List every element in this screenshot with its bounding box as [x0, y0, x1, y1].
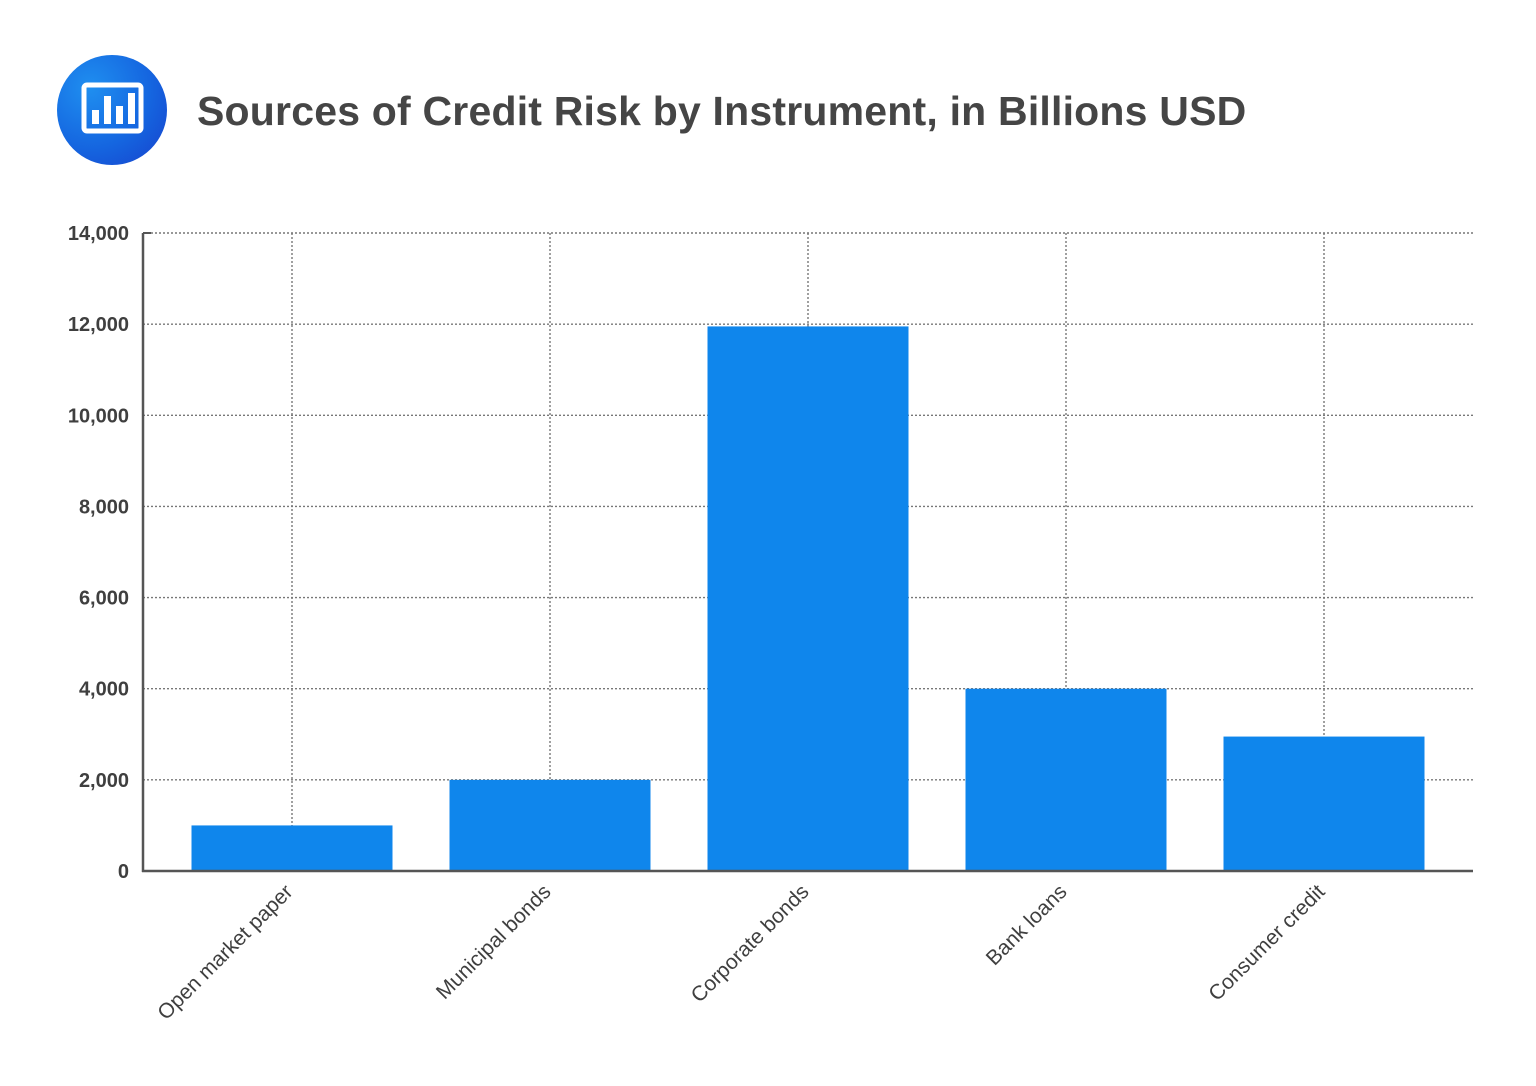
x-tick-label: Open market paper: [153, 880, 297, 1024]
axes: [141, 232, 1473, 873]
y-tick-label: 8,000: [79, 496, 129, 518]
bar-chart-icon: [81, 82, 144, 134]
y-tick-label: 4,000: [79, 679, 129, 701]
x-tick-label: Consumer credit: [1204, 880, 1329, 1005]
chart-title: Sources of Credit Risk by Instrument, in…: [197, 88, 1247, 134]
bar-corporate-bonds: [707, 326, 909, 872]
y-tick-label: 2,000: [79, 770, 129, 792]
y-tick-label: 0: [118, 861, 129, 883]
bars: [191, 326, 1425, 872]
y-tick-label: 6,000: [79, 588, 129, 610]
bar-open-market-paper: [191, 825, 393, 871]
bar-municipal-bonds: [449, 779, 651, 871]
bar-consumer-credit: [1223, 736, 1425, 871]
x-axis-ticks: Open market paper Municipal bonds Corporat…: [153, 880, 1329, 1024]
bar-bank-loans: [965, 688, 1167, 871]
y-axis-ticks: 0 2,000 4,000 6,000 8,000 10,000 12,000 14,000: [68, 223, 129, 883]
y-tick-label: 14,000: [68, 223, 129, 245]
y-tick-label: 12,000: [68, 314, 129, 336]
x-tick-label: Bank loans: [982, 880, 1072, 970]
x-tick-label: Municipal bonds: [432, 880, 556, 1004]
y-tick-label: 10,000: [68, 405, 129, 427]
chart-logo: [57, 55, 167, 165]
x-tick-label: Corporate bonds: [687, 880, 814, 1007]
